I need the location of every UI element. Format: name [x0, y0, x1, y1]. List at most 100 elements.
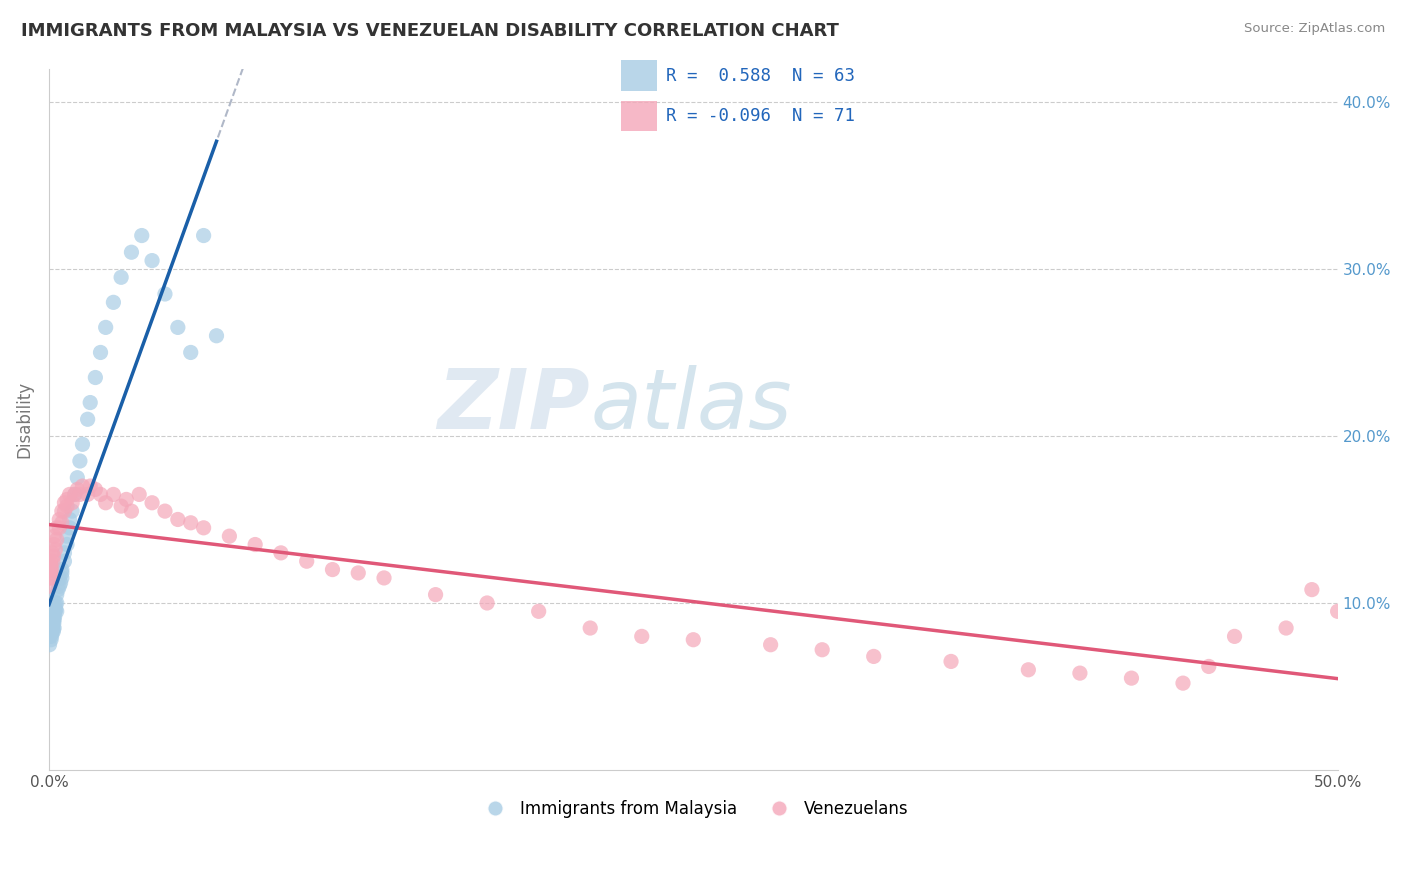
- Point: [128, 487, 150, 501]
- Point: [759, 638, 782, 652]
- Y-axis label: Disability: Disability: [15, 381, 32, 458]
- Point: [58, 512, 80, 526]
- Point: [42, 613, 65, 627]
- Point: [527, 604, 550, 618]
- Point: [630, 629, 652, 643]
- Point: [153, 504, 176, 518]
- Point: [49, 576, 72, 591]
- Point: [103, 295, 125, 310]
- Point: [45, 604, 67, 618]
- Point: [39, 563, 62, 577]
- Point: [39, 571, 62, 585]
- Point: [1017, 663, 1039, 677]
- Point: [48, 579, 70, 593]
- Point: [51, 504, 73, 518]
- Point: [66, 471, 89, 485]
- Point: [94, 320, 117, 334]
- Point: [41, 626, 63, 640]
- Point: [84, 370, 107, 384]
- Point: [51, 566, 73, 580]
- Point: [48, 512, 70, 526]
- Point: [579, 621, 602, 635]
- Point: [56, 537, 79, 551]
- Point: [45, 521, 67, 535]
- Point: [103, 487, 125, 501]
- Point: [44, 542, 66, 557]
- Point: [166, 320, 188, 334]
- Point: [1121, 671, 1143, 685]
- Point: [42, 615, 65, 630]
- Point: [41, 629, 63, 643]
- Point: [38, 629, 60, 643]
- Point: [373, 571, 395, 585]
- Point: [243, 537, 266, 551]
- Point: [56, 499, 79, 513]
- Point: [41, 613, 63, 627]
- Point: [1326, 604, 1348, 618]
- Point: [39, 621, 62, 635]
- Text: R = -0.096  N = 71: R = -0.096 N = 71: [666, 107, 855, 125]
- Point: [41, 571, 63, 585]
- Point: [39, 615, 62, 630]
- Point: [1275, 621, 1298, 635]
- Point: [45, 533, 67, 547]
- Point: [89, 345, 111, 359]
- Point: [42, 537, 65, 551]
- Point: [811, 642, 834, 657]
- Point: [72, 437, 94, 451]
- Point: [69, 487, 91, 501]
- Point: [39, 626, 62, 640]
- Legend: Immigrants from Malaysia, Venezuelans: Immigrants from Malaysia, Venezuelans: [471, 794, 915, 825]
- Point: [41, 546, 63, 560]
- Point: [193, 521, 215, 535]
- Point: [270, 546, 292, 560]
- Point: [46, 582, 69, 597]
- Point: [38, 579, 60, 593]
- Point: [44, 596, 66, 610]
- Text: atlas: atlas: [591, 365, 792, 446]
- Point: [60, 496, 83, 510]
- Point: [120, 245, 142, 260]
- Point: [862, 649, 884, 664]
- Point: [44, 604, 66, 618]
- Point: [84, 483, 107, 497]
- Point: [1223, 629, 1246, 643]
- Bar: [620, 101, 657, 131]
- Text: ZIP: ZIP: [437, 365, 591, 446]
- Text: IMMIGRANTS FROM MALAYSIA VS VENEZUELAN DISABILITY CORRELATION CHART: IMMIGRANTS FROM MALAYSIA VS VENEZUELAN D…: [21, 22, 839, 40]
- Point: [141, 496, 163, 510]
- Point: [1171, 676, 1194, 690]
- Point: [89, 487, 111, 501]
- Point: [1069, 666, 1091, 681]
- Point: [41, 619, 63, 633]
- Point: [218, 529, 240, 543]
- Point: [38, 638, 60, 652]
- Point: [321, 563, 343, 577]
- Point: [120, 504, 142, 518]
- Point: [51, 563, 73, 577]
- Point: [39, 566, 62, 580]
- Point: [76, 487, 98, 501]
- Text: R =  0.588  N = 63: R = 0.588 N = 63: [666, 67, 855, 85]
- Point: [53, 496, 76, 510]
- Point: [425, 588, 447, 602]
- Point: [56, 529, 79, 543]
- Point: [69, 454, 91, 468]
- Point: [153, 287, 176, 301]
- Point: [45, 596, 67, 610]
- Point: [79, 395, 101, 409]
- Point: [1301, 582, 1323, 597]
- Point: [45, 602, 67, 616]
- Point: [41, 621, 63, 635]
- Point: [53, 554, 76, 568]
- Point: [42, 609, 65, 624]
- Point: [53, 546, 76, 560]
- Point: [51, 516, 73, 530]
- Point: [79, 479, 101, 493]
- Point: [72, 479, 94, 493]
- Point: [56, 492, 79, 507]
- Point: [1198, 659, 1220, 673]
- Point: [53, 504, 76, 518]
- Point: [39, 632, 62, 647]
- Point: [475, 596, 498, 610]
